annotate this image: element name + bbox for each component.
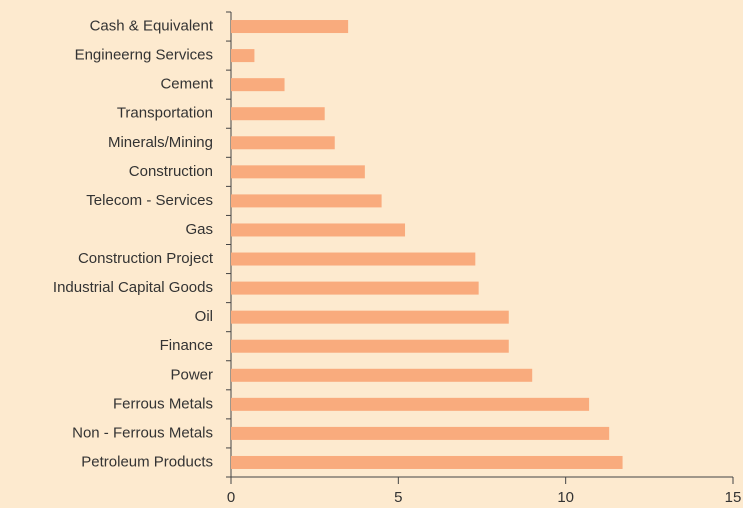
bar — [231, 136, 335, 150]
x-tick-label: 5 — [394, 489, 402, 506]
y-tick-label: Ferrous Metals — [113, 395, 213, 412]
y-tick-label: Minerals/Mining — [108, 134, 213, 151]
bar — [231, 49, 255, 63]
bar — [231, 281, 479, 295]
x-tick-label: 15 — [725, 489, 742, 506]
bar — [231, 20, 349, 34]
y-tick-label: Petroleum Products — [81, 453, 213, 470]
y-tick-label: Oil — [195, 308, 213, 325]
bar — [231, 426, 610, 440]
y-tick-label: Gas — [185, 221, 213, 238]
y-tick-label: Engineerng Services — [75, 47, 213, 64]
bar — [231, 310, 509, 324]
x-tick-label: 0 — [227, 489, 235, 506]
y-tick-label: Telecom - Services — [86, 192, 213, 209]
bar — [231, 397, 590, 411]
bar — [231, 78, 285, 92]
bar — [231, 165, 365, 179]
bar — [231, 107, 325, 121]
y-tick-label: Construction — [129, 163, 213, 180]
y-tick-label: Construction Project — [78, 250, 214, 267]
bar — [231, 455, 623, 469]
y-tick-label: Industrial Capital Goods — [53, 279, 213, 296]
bar — [231, 368, 533, 382]
bar — [231, 223, 406, 237]
y-tick-label: Cement — [160, 76, 213, 93]
bar — [231, 194, 382, 208]
bar — [231, 339, 509, 353]
y-tick-label: Non - Ferrous Metals — [72, 424, 213, 441]
x-tick-label: 10 — [557, 489, 574, 506]
y-tick-label: Finance — [160, 337, 213, 354]
bar — [231, 252, 476, 266]
y-tick-label: Cash & Equivalent — [90, 18, 214, 35]
y-tick-label: Transportation — [117, 105, 213, 122]
y-tick-label: Power — [170, 366, 213, 383]
